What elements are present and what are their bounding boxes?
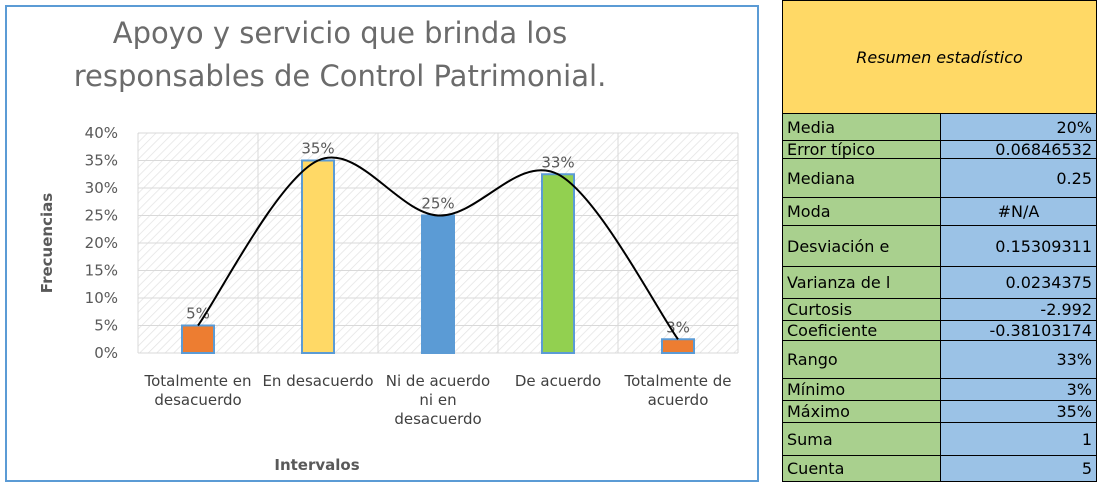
y-tick-label: 0%: [94, 344, 118, 362]
x-tick-label: Totalmente en desacuerdo: [144, 372, 252, 409]
row-value: 1: [940, 422, 1097, 456]
row-value: 0.15309311: [940, 225, 1097, 267]
x-tick-label: Totalmente de acuerdo: [624, 372, 732, 409]
bar: [301, 159, 335, 354]
row-value: 0.0234375: [940, 266, 1097, 299]
row-value: -0.38103174: [940, 320, 1097, 341]
row-label: Mediana: [782, 158, 941, 198]
data-label: 33%: [541, 153, 574, 171]
data-label: 35%: [301, 140, 334, 158]
x-tick-label: En desacuerdo: [262, 372, 374, 390]
bar: [181, 324, 215, 354]
row-label: Varianza de l: [782, 266, 941, 299]
bar: [661, 338, 695, 354]
row-label: Rango: [782, 340, 941, 379]
trend-line: [197, 156, 679, 340]
y-tick-label: 20%: [85, 234, 118, 252]
y-tick-label: 10%: [85, 289, 118, 307]
x-tick-label: De acuerdo: [514, 372, 602, 390]
y-tick-label: 40%: [85, 124, 118, 142]
y-tick-label: 30%: [85, 179, 118, 197]
y-tick-label: 5%: [94, 317, 118, 335]
row-label: Curtosis: [782, 298, 941, 321]
row-value: #N/A: [940, 197, 1097, 226]
data-label: 25%: [421, 195, 454, 213]
row-value: 5: [940, 455, 1097, 482]
chart-title: Apoyo y servicio que brinda los responsa…: [73, 16, 607, 93]
row-label: Suma: [782, 422, 941, 456]
y-tick-label: 15%: [85, 262, 118, 280]
bar: [541, 173, 575, 354]
row-label: Cuenta: [782, 455, 941, 482]
row-value: 35%: [940, 400, 1097, 423]
row-value: -2.992: [940, 298, 1097, 321]
table-title: Resumen estadístico: [782, 0, 1097, 114]
row-label: Coeficiente: [782, 320, 941, 341]
row-value: 0.25: [940, 158, 1097, 198]
row-label: Moda: [782, 197, 941, 226]
row-value: 33%: [940, 340, 1097, 379]
y-axis-label: Frecuencias: [38, 193, 56, 293]
y-tick-label: 35%: [85, 152, 118, 170]
bar: [421, 214, 455, 354]
y-tick-label: 25%: [85, 207, 118, 225]
row-value: 20%: [940, 113, 1097, 141]
row-value: 3%: [940, 378, 1097, 401]
row-label: Media: [782, 113, 941, 141]
row-value: 0.06846532: [940, 140, 1097, 159]
row-label: Error típico: [782, 140, 941, 159]
row-label: Máximo: [782, 400, 941, 423]
row-label: Desviación e: [782, 225, 941, 267]
x-tick-label: Ni de acuerdo ni en desacuerdo: [385, 372, 491, 428]
x-axis-label: Intervalos: [274, 456, 359, 474]
row-label: Mínimo: [782, 378, 941, 401]
